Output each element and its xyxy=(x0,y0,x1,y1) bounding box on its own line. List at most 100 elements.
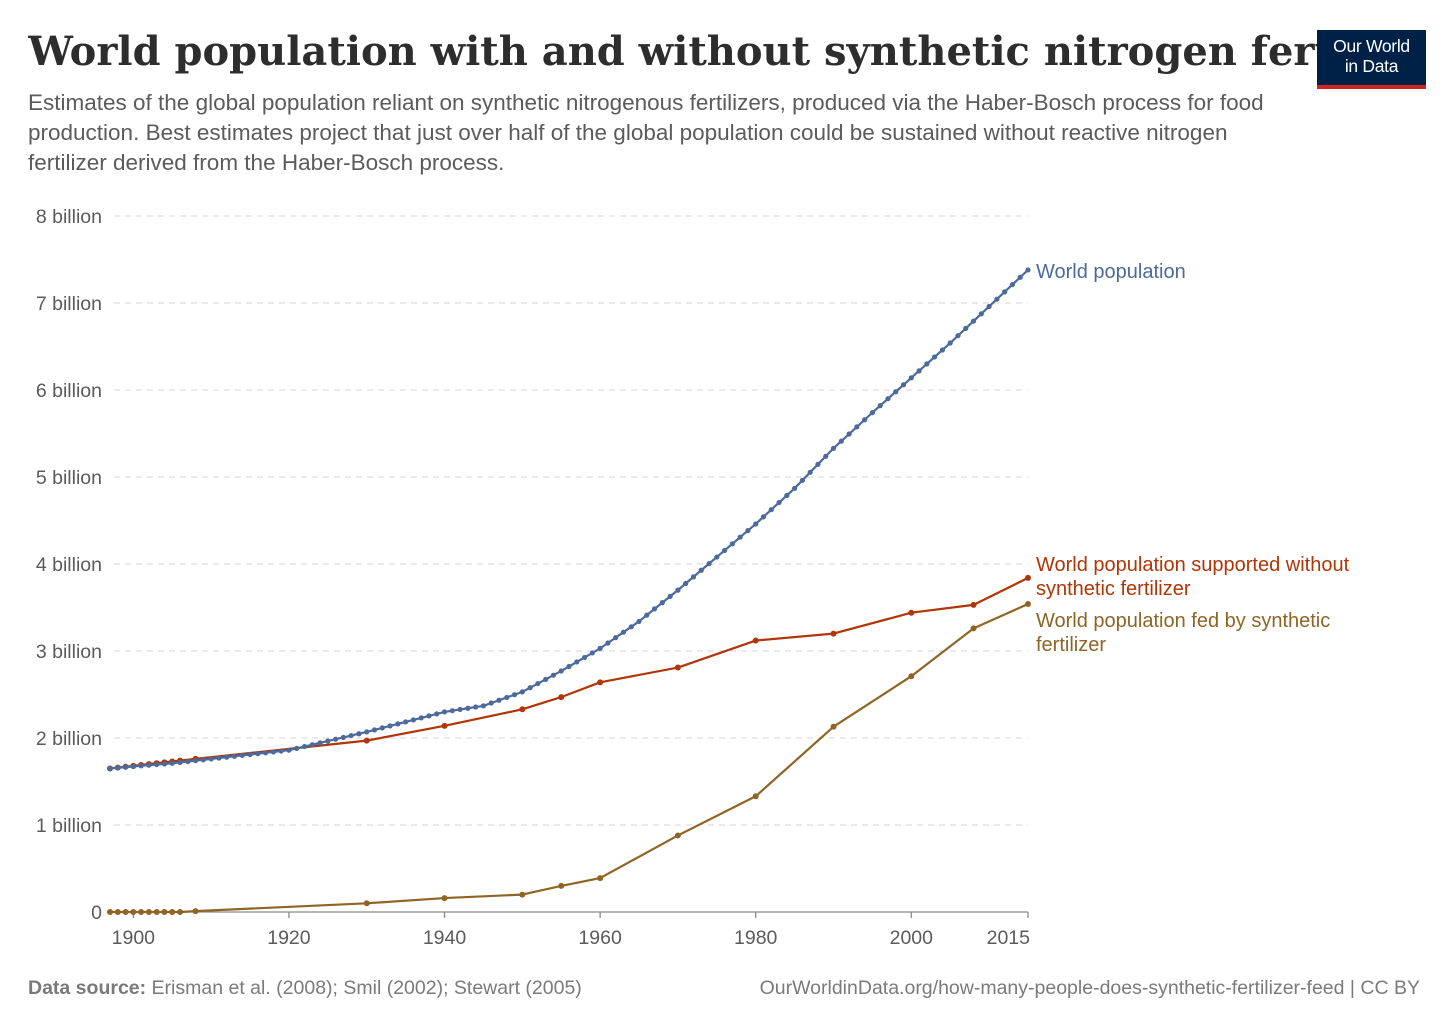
x-tick-label: 1980 xyxy=(734,927,778,949)
series-lines xyxy=(107,267,1031,915)
data-point xyxy=(815,461,821,467)
data-point xyxy=(558,694,565,701)
data-point xyxy=(605,640,611,646)
data-point xyxy=(970,625,977,632)
data-point xyxy=(994,296,1000,302)
data-point xyxy=(675,587,681,593)
data-point xyxy=(379,725,385,731)
data-point xyxy=(511,692,518,698)
data-point xyxy=(177,909,184,915)
data-point xyxy=(325,738,331,744)
data-point xyxy=(169,909,176,915)
series-line-2 xyxy=(110,603,1029,914)
y-tick-label: 0 xyxy=(91,902,102,924)
data-point xyxy=(799,477,805,483)
data-point xyxy=(294,745,300,751)
data-point xyxy=(185,758,191,765)
data-point xyxy=(1009,281,1016,288)
data-point xyxy=(970,318,977,324)
data-point xyxy=(138,909,145,915)
data-point xyxy=(107,765,113,772)
x-tick-label: 1960 xyxy=(578,927,622,949)
owid-logo[interactable]: Our World in Data xyxy=(1317,30,1426,89)
data-point xyxy=(449,708,455,714)
y-tick-label: 3 billion xyxy=(36,641,102,663)
data-point xyxy=(145,909,152,915)
y-tick-label: 5 billion xyxy=(36,467,102,489)
data-point xyxy=(441,722,448,729)
data-point xyxy=(278,748,284,754)
data-point xyxy=(932,354,938,360)
data-point xyxy=(706,561,712,567)
data-point xyxy=(830,723,837,730)
grid-lines xyxy=(114,215,1028,826)
data-point xyxy=(363,737,370,744)
data-point xyxy=(480,703,487,709)
y-tick-label: 1 billion xyxy=(36,815,102,837)
data-point xyxy=(721,547,728,554)
data-point xyxy=(745,527,751,534)
data-point xyxy=(823,453,829,459)
data-point xyxy=(566,663,572,670)
data-point xyxy=(426,713,432,719)
data-point xyxy=(395,721,401,727)
data-point xyxy=(1002,289,1008,295)
data-point xyxy=(270,749,276,755)
y-tick-label: 4 billion xyxy=(36,554,102,576)
data-point xyxy=(792,485,798,491)
data-point xyxy=(1025,267,1031,273)
data-point xyxy=(760,514,767,520)
data-point xyxy=(574,659,580,665)
data-point xyxy=(535,680,541,687)
data-point xyxy=(473,704,479,710)
data-point xyxy=(224,754,230,760)
data-point xyxy=(138,763,144,769)
data-point xyxy=(122,909,129,915)
data-point xyxy=(496,697,502,703)
data-point xyxy=(317,740,323,746)
data-point xyxy=(441,709,448,715)
data-point xyxy=(683,580,689,587)
data-point xyxy=(690,574,697,580)
data-point xyxy=(908,609,915,616)
data-point xyxy=(130,909,137,915)
series-label-2: World population fed by synthetic xyxy=(1036,610,1330,632)
source-url-link[interactable]: OurWorldinData.org/how-many-people-does-… xyxy=(759,977,1420,999)
series-labels: World population World population support… xyxy=(1036,261,1350,656)
data-point xyxy=(644,612,650,618)
data-point xyxy=(550,672,557,678)
data-point xyxy=(527,685,533,691)
data-point xyxy=(877,403,883,409)
data-point xyxy=(597,679,604,686)
data-point xyxy=(262,750,269,756)
data-point xyxy=(504,694,510,701)
data-point xyxy=(403,719,409,725)
data-point xyxy=(161,909,168,915)
data-point xyxy=(192,908,199,915)
data-point xyxy=(333,736,339,742)
x-tick-label: 1920 xyxy=(267,927,311,949)
data-point xyxy=(589,650,595,656)
chart-title: World population with and without synthe… xyxy=(28,28,1328,75)
data-point xyxy=(130,763,136,770)
data-point xyxy=(161,761,168,767)
data-point xyxy=(177,759,183,765)
data-point xyxy=(465,705,471,711)
y-tick-label: 7 billion xyxy=(36,293,102,315)
data-point xyxy=(231,753,238,759)
data-point xyxy=(371,727,378,733)
data-point xyxy=(519,706,526,713)
data-point xyxy=(543,676,549,682)
data-point xyxy=(247,751,253,758)
data-point xyxy=(752,637,759,644)
data-point xyxy=(387,723,393,729)
source-text: Erisman et al. (2008); Smil (2002); Stew… xyxy=(146,977,582,999)
data-point xyxy=(154,761,160,768)
x-tick-label: 2000 xyxy=(890,927,934,949)
data-point xyxy=(674,832,681,839)
data-point xyxy=(830,445,837,451)
data-point xyxy=(309,742,315,748)
data-point xyxy=(519,891,526,898)
x-tick-label: 2015 xyxy=(987,927,1031,949)
data-point xyxy=(768,507,774,513)
